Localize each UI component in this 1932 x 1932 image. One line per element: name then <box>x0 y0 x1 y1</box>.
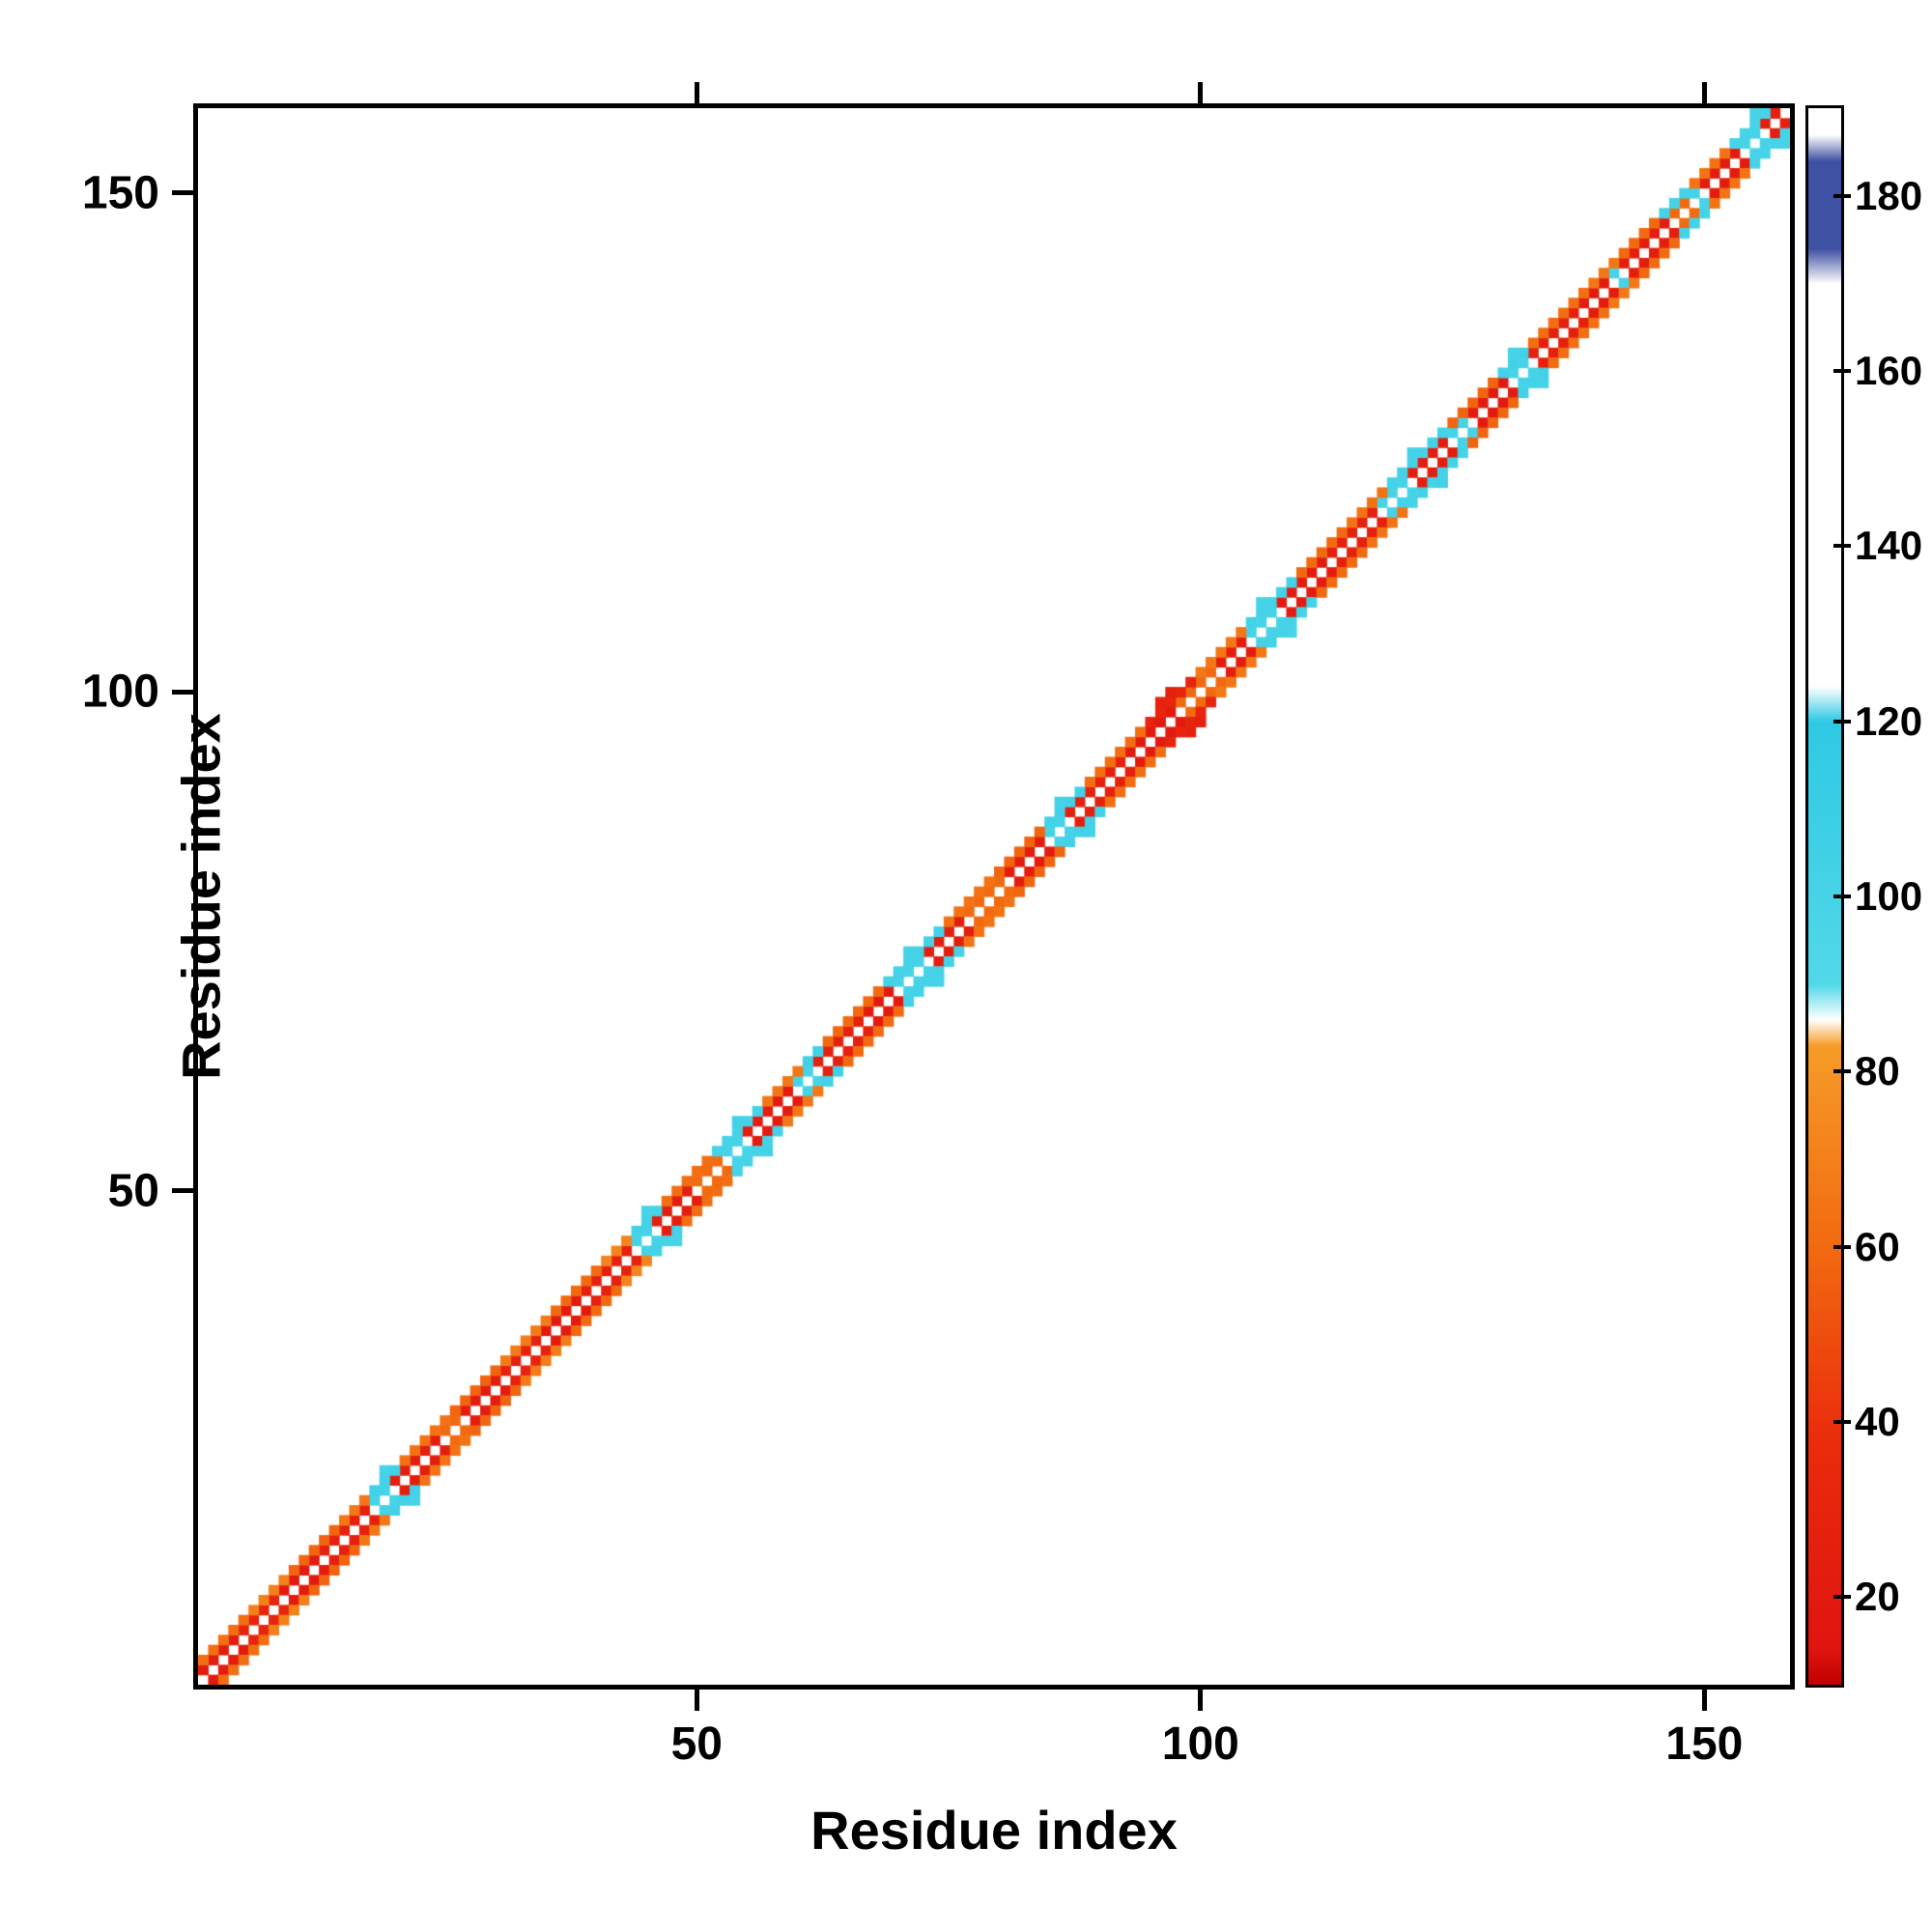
colorbar-tick-mark <box>1833 369 1851 373</box>
colorbar-tick-label: 120 <box>1855 697 1923 744</box>
colorbar-tick-label: 60 <box>1855 1223 1900 1269</box>
colorbar-tick-label: 40 <box>1855 1399 1900 1444</box>
colorbar-tick-label: 100 <box>1855 873 1923 919</box>
y-axis-label: Residue index <box>170 713 232 1080</box>
colorbar-tick-mark <box>1833 1069 1851 1074</box>
y-tick-mark <box>172 689 193 695</box>
y-tick-mark <box>172 1188 193 1194</box>
colorbar-tick-label: 80 <box>1855 1048 1900 1094</box>
colorbar-tick-label: 20 <box>1855 1574 1900 1620</box>
colorbar-tick-mark <box>1833 895 1851 898</box>
colorbar-tick-mark <box>1833 1244 1851 1249</box>
y-tick-mark <box>172 190 193 196</box>
x-tick-mark <box>1198 1690 1204 1711</box>
x-tick-label: 150 <box>1665 1719 1744 1770</box>
colorbar-tick-mark <box>1833 1595 1851 1600</box>
x-tick-mark <box>694 1690 699 1711</box>
x-axis-label: Residue index <box>810 1800 1178 1861</box>
colorbar-tick-label: 180 <box>1855 172 1923 218</box>
colorbar-tick-label: 160 <box>1855 348 1923 393</box>
x-tick-label: 100 <box>1161 1719 1239 1770</box>
x-tick-mark-top <box>694 82 699 103</box>
colorbar-tick-mark <box>1833 193 1851 198</box>
colorbar-tick-mark <box>1833 544 1851 549</box>
y-tick-label: 100 <box>81 666 159 718</box>
y-tick-label: 150 <box>81 167 159 219</box>
x-tick-mark-top <box>1198 82 1204 103</box>
colorbar-tick-mark <box>1833 1420 1851 1424</box>
colorbar-tick-label: 140 <box>1855 523 1923 569</box>
x-tick-mark-top <box>1701 82 1707 103</box>
x-tick-label: 50 <box>670 1719 723 1770</box>
y-tick-label: 50 <box>107 1165 159 1217</box>
heatmap-canvas <box>198 108 1790 1685</box>
x-tick-mark <box>1701 1690 1707 1711</box>
colorbar-tick-mark <box>1833 719 1851 724</box>
